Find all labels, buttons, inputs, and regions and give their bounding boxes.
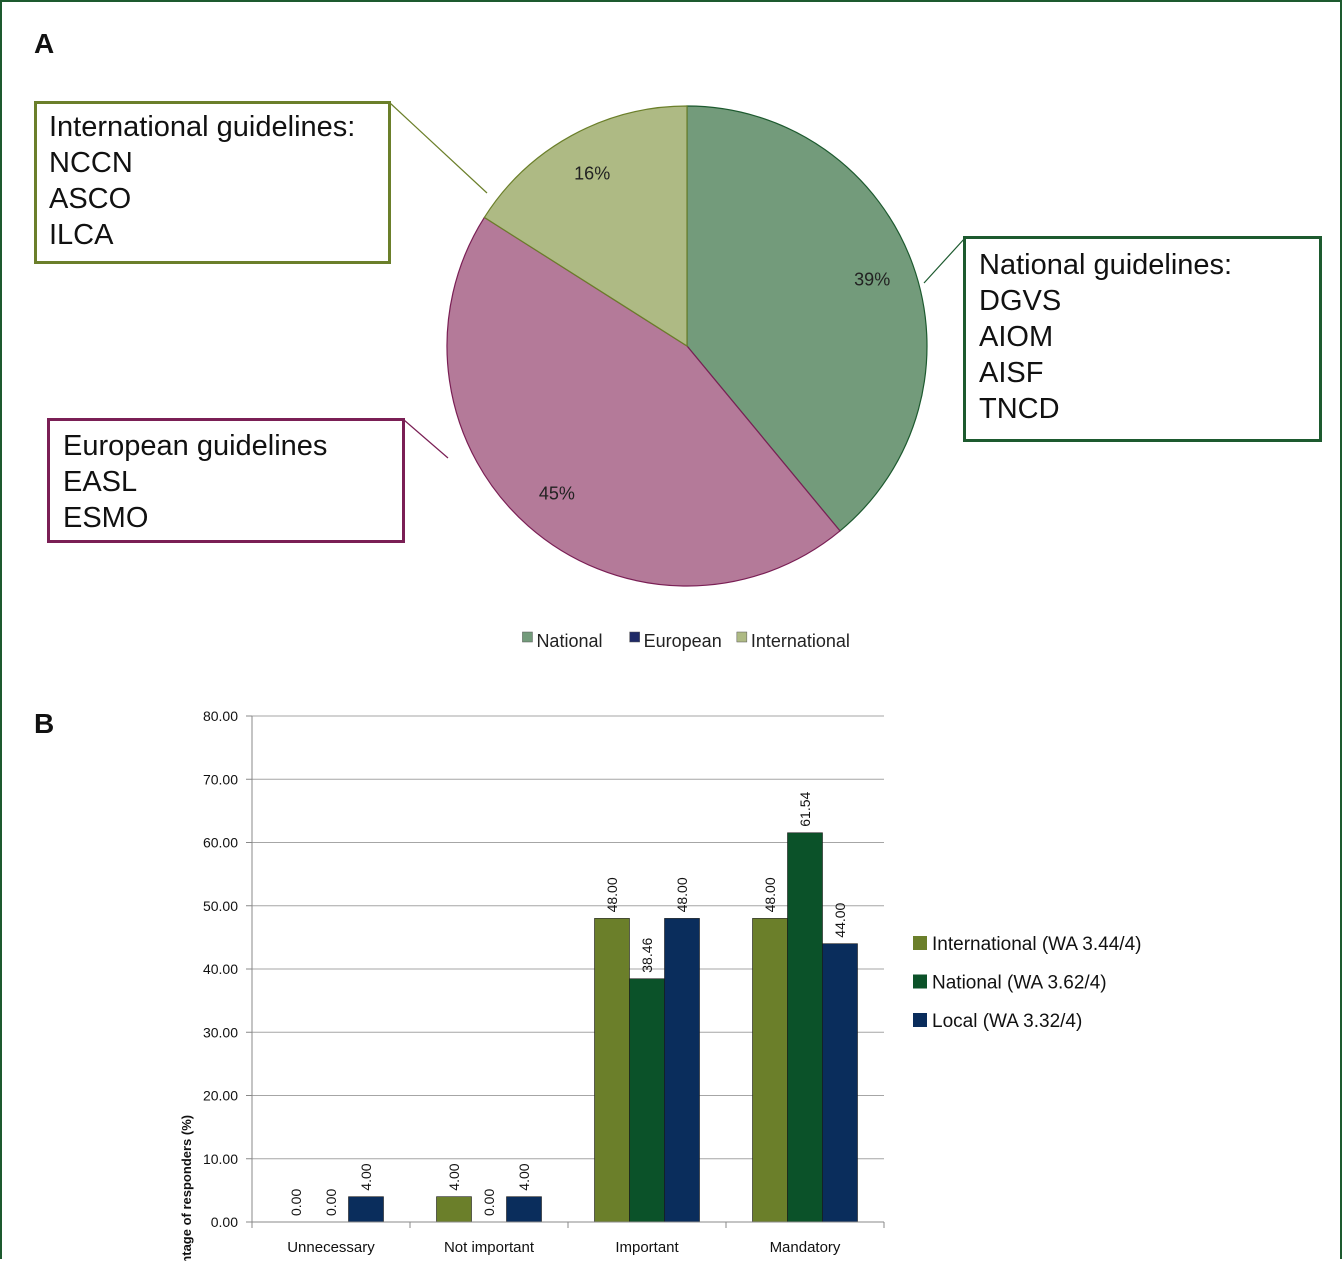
- bar-international-mandatory: [752, 918, 788, 1223]
- callout-line: International guidelines:: [49, 111, 356, 143]
- bar-data-label: 61.54: [797, 792, 813, 827]
- legend-entry-local: Local (WA 3.32/4): [913, 1011, 1082, 1032]
- callout-line: ASCO: [49, 183, 132, 215]
- bar-data-label: 4.00: [516, 1163, 532, 1190]
- pie-data-label-international: 16%: [574, 164, 610, 184]
- legend-entry-european: European: [629, 631, 722, 651]
- legend-label: European: [644, 631, 722, 651]
- bar-chart: Percentage of responders (%) 0.00 10.00 20…: [179, 708, 1141, 1261]
- callout-line: National guidelines:: [979, 249, 1233, 281]
- y-tick-label: 40.00: [203, 961, 238, 977]
- legend-label: Local (WA 3.32/4): [932, 1011, 1082, 1032]
- bar-data-label: 0.00: [323, 1189, 339, 1216]
- european-guidelines-callout: European guidelines EASL ESMO: [47, 418, 405, 543]
- legend-swatch: [913, 1013, 927, 1027]
- bar-data-label: 4.00: [446, 1163, 462, 1190]
- national-guidelines-callout: National guidelines: DGVS AIOM AISF TNCD: [963, 236, 1322, 442]
- callout-line: TNCD: [979, 393, 1060, 425]
- legend-swatch: [629, 631, 640, 643]
- callout-line: AISF: [979, 357, 1044, 389]
- bar-international-important: [594, 918, 630, 1223]
- pie-chart: 39% 45% 16% National European International: [389, 102, 966, 651]
- legend-entry-national: National (WA 3.62/4): [913, 973, 1107, 994]
- bar-data-label: 44.00: [832, 902, 848, 937]
- callout-line: DGVS: [979, 285, 1062, 317]
- bar-national-mandatory: [787, 832, 823, 1223]
- y-tick-label: 10.00: [203, 1151, 238, 1167]
- y-tick-label: 60.00: [203, 835, 238, 851]
- bar-data-label: 0.00: [288, 1189, 304, 1216]
- legend-entry-international: International (WA 3.44/4): [913, 934, 1141, 955]
- bar-data-label: 48.00: [674, 877, 690, 912]
- bar-data-label: 38.46: [639, 937, 655, 972]
- panel-b-label: B: [34, 708, 55, 739]
- callout-line: NCCN: [49, 147, 133, 179]
- y-tick-label: 0.00: [211, 1214, 238, 1230]
- legend-swatch: [913, 974, 927, 989]
- legend-swatch: [522, 631, 533, 643]
- bar-local-important: [664, 918, 700, 1223]
- x-tick-label-unnecessary: Unnecessary: [287, 1239, 375, 1256]
- legend-label: National (WA 3.62/4): [932, 973, 1107, 994]
- legend-swatch: [913, 936, 927, 950]
- pie-slice-international: [483, 105, 688, 348]
- bar-national-important: [629, 978, 665, 1223]
- european-callout-leader: [403, 419, 449, 459]
- pie-data-label-national: 39%: [854, 269, 890, 289]
- panel-a-label: A: [34, 28, 55, 59]
- legend-label: National: [536, 631, 602, 651]
- pie-data-label-european: 45%: [539, 484, 575, 504]
- legend-entry-national: National: [522, 631, 602, 651]
- legend-label: International: [751, 631, 850, 651]
- y-tick-label: 20.00: [203, 1088, 238, 1104]
- international-guidelines-callout: International guidelines: NCCN ASCO ILCA: [34, 101, 391, 264]
- x-tick-label-not-important: Not important: [444, 1239, 535, 1256]
- callout-line: EASL: [63, 466, 138, 498]
- callout-line: ILCA: [49, 219, 114, 251]
- y-tick-label: 50.00: [203, 898, 238, 914]
- x-tick-label-important: Important: [615, 1239, 679, 1256]
- bar-international-not-important: [436, 1196, 472, 1223]
- bar-data-label: 4.00: [358, 1163, 374, 1190]
- bar-data-label: 48.00: [604, 877, 620, 912]
- y-tick-label: 70.00: [203, 771, 238, 787]
- x-tick-label-mandatory: Mandatory: [770, 1239, 841, 1256]
- legend-label: International (WA 3.44/4): [932, 934, 1141, 955]
- bar-local-not-important: [506, 1196, 542, 1223]
- y-tick-label: 80.00: [203, 708, 238, 724]
- y-axis-title: Percentage of responders (%): [179, 1115, 194, 1261]
- bar-data-label: 0.00: [481, 1189, 497, 1216]
- callout-line: ESMO: [63, 502, 149, 534]
- callout-line: AIOM: [979, 321, 1054, 353]
- pie-slice-european: [446, 216, 841, 587]
- callout-line: European guidelines: [63, 430, 328, 462]
- bar-data-label: 48.00: [762, 877, 778, 912]
- bar-local-mandatory: [822, 943, 858, 1223]
- legend-entry-international: International: [736, 631, 850, 651]
- national-callout-leader: [923, 237, 966, 284]
- international-callout-leader: [389, 102, 488, 194]
- y-tick-label: 30.00: [203, 1024, 238, 1040]
- bar-local-unnecessary: [348, 1196, 384, 1223]
- pie-slice-national: [686, 105, 928, 532]
- legend-swatch: [736, 631, 748, 643]
